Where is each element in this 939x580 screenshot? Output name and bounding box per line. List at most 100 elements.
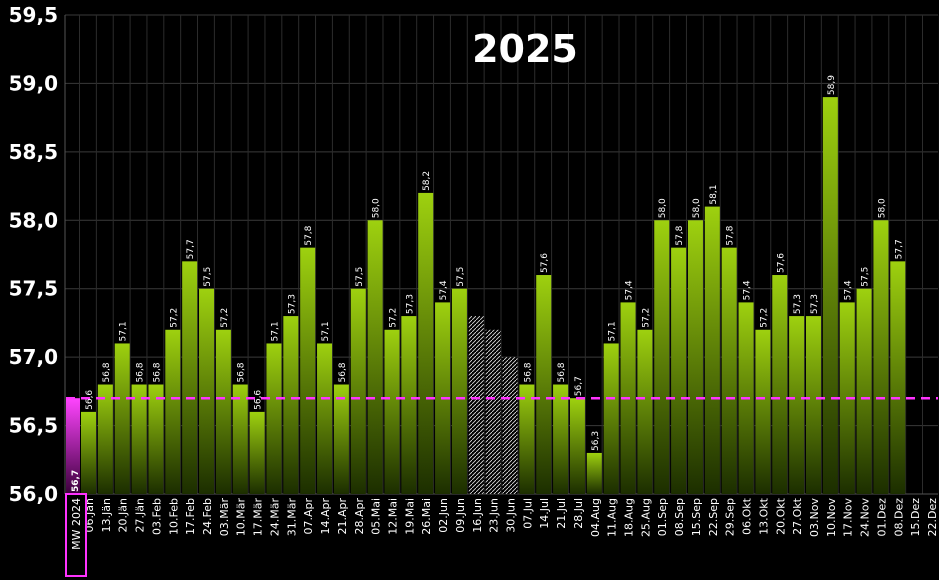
x-tick-label: 21.Apr: [336, 498, 349, 535]
x-tick-label: 26.Mai: [420, 498, 433, 535]
x-tick-label: 28.Apr: [353, 498, 366, 535]
bar: [199, 288, 215, 494]
x-tick-label: 27.Jän: [134, 498, 147, 532]
x-tick-label: 22.Sep: [707, 498, 720, 536]
x-tick-label: 10.Mär: [235, 498, 248, 537]
x-axis: 06.Jän 13.Jän 20.Jän 27.Jän 03.Feb 10.Feb 17.F…: [65, 493, 939, 577]
data-label: 57,5: [456, 267, 466, 287]
x-tick-label: 01.Dez: [875, 498, 888, 537]
data-label: 56,7: [574, 376, 584, 396]
x-tick-label: 08.Dez: [892, 498, 905, 537]
data-label: 58,0: [692, 198, 702, 218]
bar-hatched: [502, 357, 518, 494]
data-label: 58,1: [709, 185, 719, 205]
reference: 56,7: [66, 396, 938, 494]
bar: [637, 329, 653, 494]
x-tick-label: 10.Feb: [167, 498, 180, 535]
y-tick-label: 57,5: [9, 277, 58, 301]
x-tick-label: 09.Jun: [454, 498, 467, 533]
bar: [519, 384, 535, 494]
y-tick-label: 56,5: [9, 414, 58, 438]
x-tick-label: 28.Jul: [572, 498, 585, 529]
bar: [721, 247, 737, 494]
x-tick-label: 17.Mär: [252, 498, 265, 537]
bar: [451, 288, 467, 494]
bar: [367, 220, 383, 495]
bar: [300, 247, 316, 494]
x-tick-label: 04.Aug: [589, 498, 602, 537]
x-tick-label: 24.Mär: [268, 498, 281, 537]
data-label: 56,8: [557, 362, 567, 382]
bar: [603, 343, 619, 494]
data-label: 58,9: [827, 75, 837, 95]
bar: [97, 384, 113, 494]
y-tick-label: 59,5: [9, 3, 58, 27]
data-label: 56,6: [254, 390, 264, 410]
data-label: 57,4: [625, 280, 635, 300]
bar: [789, 316, 805, 494]
x-tick-label: 21.Jul: [555, 498, 568, 529]
data-label: 57,7: [894, 239, 904, 259]
x-tick-label: 02.Jun: [437, 498, 450, 533]
data-label: 56,3: [591, 431, 601, 451]
data-label: 57,2: [388, 308, 398, 328]
x-tick-label: 30.Jun: [505, 498, 518, 533]
data-label: 56,8: [102, 362, 112, 382]
data-label: 57,6: [540, 253, 550, 273]
bar-hatched: [468, 316, 484, 494]
data-label: 57,3: [287, 294, 297, 314]
bar: [755, 329, 771, 494]
x-tick-label: 18.Aug: [623, 498, 636, 537]
x-tick-label: 19.Mai: [403, 498, 416, 535]
x-tick-label: 22.Dez: [926, 498, 939, 537]
bar: [283, 316, 299, 494]
bar: [890, 261, 906, 494]
data-label: 57,2: [759, 308, 769, 328]
bar: [81, 411, 96, 494]
x-tick-label: 10.Nov: [825, 498, 838, 537]
x-tick-label: 24.Nov: [859, 498, 872, 537]
bar: [266, 343, 282, 494]
x-tick-label: 06.Okt: [741, 497, 754, 535]
data-label: 57,6: [776, 253, 786, 273]
reference-bar: [66, 398, 80, 494]
data-label: 57,3: [810, 294, 820, 314]
data-label: 57,1: [608, 321, 618, 341]
data-label: 57,5: [861, 267, 871, 287]
data-label: 57,7: [186, 239, 196, 259]
y-tick-label: 56,0: [9, 482, 58, 506]
data-label: 57,3: [793, 294, 803, 314]
data-label: 58,2: [422, 171, 432, 191]
x-tick-label: 14.Jul: [538, 498, 551, 529]
y-axis: 56,0 56,5 57,0 57,5 58,0 58,5 59,0 59,5: [9, 3, 58, 506]
data-label: 57,8: [726, 225, 736, 245]
x-tick-label: 14.Apr: [319, 498, 332, 535]
x-tick-label: 20.Okt: [774, 497, 787, 535]
data-label: 57,1: [119, 321, 129, 341]
y-tick-label: 57,0: [9, 345, 58, 369]
data-label: 57,1: [321, 321, 331, 341]
x-tick-label: 08.Sep: [673, 498, 686, 536]
y-tick-label: 58,5: [9, 140, 58, 164]
x-tick-label: 01.Sep: [656, 498, 669, 536]
reference-value-label: 56,7: [71, 470, 81, 492]
y-tick-label: 58,0: [9, 208, 58, 232]
bar: [148, 384, 164, 494]
bar: [687, 220, 703, 495]
data-label: 56,8: [136, 362, 146, 382]
data-label: 57,4: [743, 280, 753, 300]
x-tick-label: 13.Okt: [757, 497, 770, 535]
x-tick-label: 27.Okt: [791, 497, 804, 535]
data-label: 57,2: [220, 308, 230, 328]
bar: [131, 384, 147, 494]
bar-hatched: [485, 329, 501, 494]
data-label: 56,8: [523, 362, 533, 382]
data-label: 58,0: [372, 198, 382, 218]
x-tick-label: 03.Mär: [218, 498, 231, 537]
data-label: 57,4: [439, 280, 449, 300]
bar: [536, 275, 552, 494]
x-tick-label: 17.Feb: [184, 498, 197, 535]
x-tick-label: 17.Nov: [842, 498, 855, 537]
bar: [805, 316, 821, 494]
y-tick-label: 59,0: [9, 71, 58, 95]
